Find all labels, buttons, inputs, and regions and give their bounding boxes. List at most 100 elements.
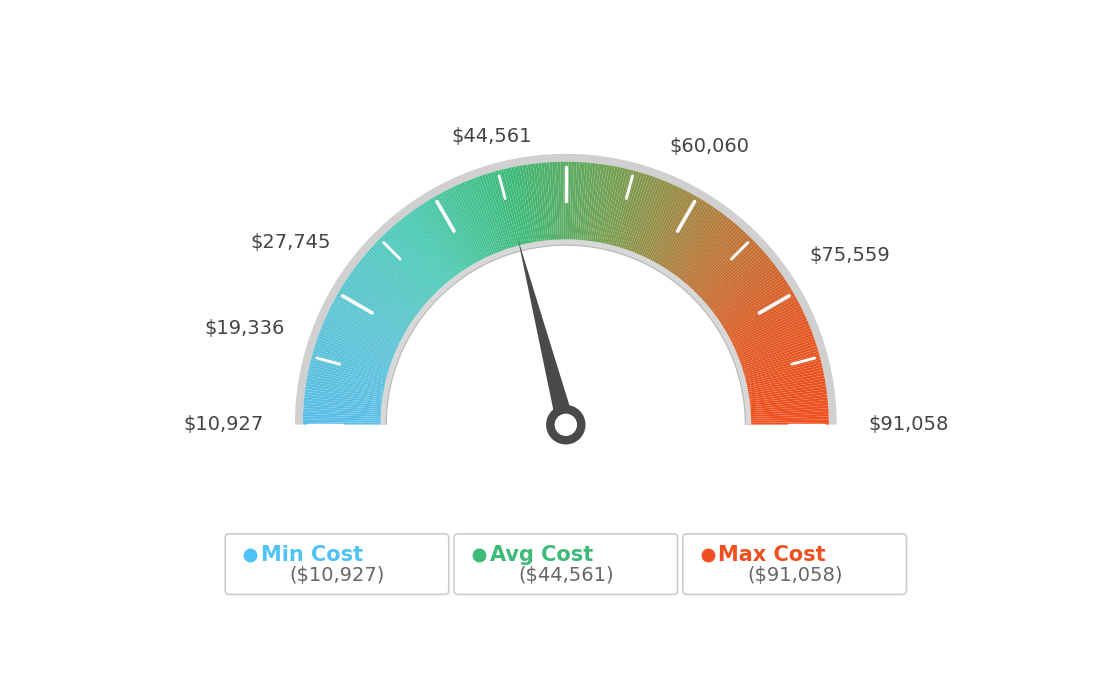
Wedge shape xyxy=(740,364,822,386)
Wedge shape xyxy=(302,420,388,423)
Wedge shape xyxy=(329,308,405,347)
Wedge shape xyxy=(614,171,639,253)
Wedge shape xyxy=(316,341,396,369)
Wedge shape xyxy=(314,348,394,375)
Wedge shape xyxy=(452,187,490,264)
Wedge shape xyxy=(506,168,527,250)
Wedge shape xyxy=(726,310,804,348)
FancyBboxPatch shape xyxy=(683,534,906,594)
Wedge shape xyxy=(381,239,751,425)
Wedge shape xyxy=(646,189,686,266)
Wedge shape xyxy=(694,243,757,302)
Wedge shape xyxy=(454,186,491,263)
Wedge shape xyxy=(637,184,672,262)
Wedge shape xyxy=(690,235,750,297)
Wedge shape xyxy=(312,351,394,377)
Wedge shape xyxy=(318,333,399,364)
Wedge shape xyxy=(586,164,598,247)
Wedge shape xyxy=(434,195,478,270)
Wedge shape xyxy=(682,226,740,290)
Wedge shape xyxy=(602,167,620,250)
Wedge shape xyxy=(437,195,479,269)
Wedge shape xyxy=(669,210,721,280)
Wedge shape xyxy=(578,162,587,246)
Wedge shape xyxy=(306,384,389,399)
Wedge shape xyxy=(724,303,800,344)
Wedge shape xyxy=(552,162,559,246)
Wedge shape xyxy=(665,206,713,277)
Text: $44,561: $44,561 xyxy=(452,128,532,146)
Wedge shape xyxy=(535,163,548,247)
Wedge shape xyxy=(741,373,825,391)
Wedge shape xyxy=(628,178,660,258)
Wedge shape xyxy=(353,268,422,319)
Wedge shape xyxy=(718,286,790,332)
Wedge shape xyxy=(722,295,796,339)
Wedge shape xyxy=(341,286,414,332)
Polygon shape xyxy=(518,239,575,427)
Wedge shape xyxy=(697,245,760,304)
Wedge shape xyxy=(503,168,526,251)
Wedge shape xyxy=(658,199,704,273)
Wedge shape xyxy=(365,253,431,309)
Wedge shape xyxy=(597,166,615,249)
Wedge shape xyxy=(729,318,807,354)
Wedge shape xyxy=(743,384,826,399)
Wedge shape xyxy=(723,300,799,342)
Wedge shape xyxy=(305,395,389,406)
Wedge shape xyxy=(623,175,652,256)
Wedge shape xyxy=(742,375,825,393)
Wedge shape xyxy=(733,331,813,362)
Wedge shape xyxy=(524,164,540,248)
Wedge shape xyxy=(413,209,464,279)
Wedge shape xyxy=(446,189,486,266)
Wedge shape xyxy=(327,313,404,351)
Wedge shape xyxy=(522,165,538,248)
Wedge shape xyxy=(304,400,388,410)
Text: $19,336: $19,336 xyxy=(204,319,285,338)
Wedge shape xyxy=(565,161,569,246)
Wedge shape xyxy=(416,207,465,278)
Wedge shape xyxy=(668,209,719,279)
Wedge shape xyxy=(315,344,395,371)
Wedge shape xyxy=(388,229,446,293)
Wedge shape xyxy=(581,163,591,246)
Wedge shape xyxy=(691,237,752,298)
Wedge shape xyxy=(477,177,507,257)
Wedge shape xyxy=(310,362,392,384)
Wedge shape xyxy=(360,259,427,314)
Wedge shape xyxy=(439,193,481,268)
Wedge shape xyxy=(517,166,534,249)
Wedge shape xyxy=(466,180,500,259)
Wedge shape xyxy=(331,303,407,344)
Wedge shape xyxy=(427,199,474,273)
Wedge shape xyxy=(700,250,765,308)
Wedge shape xyxy=(736,346,818,373)
Wedge shape xyxy=(305,392,389,404)
Wedge shape xyxy=(385,244,746,425)
Wedge shape xyxy=(603,168,623,250)
Wedge shape xyxy=(429,198,475,272)
Wedge shape xyxy=(380,237,440,298)
Wedge shape xyxy=(307,373,391,391)
Wedge shape xyxy=(573,162,580,246)
Wedge shape xyxy=(673,215,728,284)
Wedge shape xyxy=(713,277,785,326)
Wedge shape xyxy=(612,170,637,253)
Wedge shape xyxy=(544,162,553,246)
Wedge shape xyxy=(590,164,604,248)
Wedge shape xyxy=(744,420,829,423)
Wedge shape xyxy=(444,190,485,266)
Wedge shape xyxy=(358,262,426,315)
Wedge shape xyxy=(519,166,535,248)
Wedge shape xyxy=(456,184,493,262)
Wedge shape xyxy=(449,188,488,264)
Wedge shape xyxy=(678,220,733,287)
Wedge shape xyxy=(304,406,388,413)
Wedge shape xyxy=(308,367,391,388)
Wedge shape xyxy=(302,411,388,417)
Wedge shape xyxy=(311,354,393,378)
Wedge shape xyxy=(572,162,576,246)
Wedge shape xyxy=(739,357,820,380)
Wedge shape xyxy=(728,313,805,351)
